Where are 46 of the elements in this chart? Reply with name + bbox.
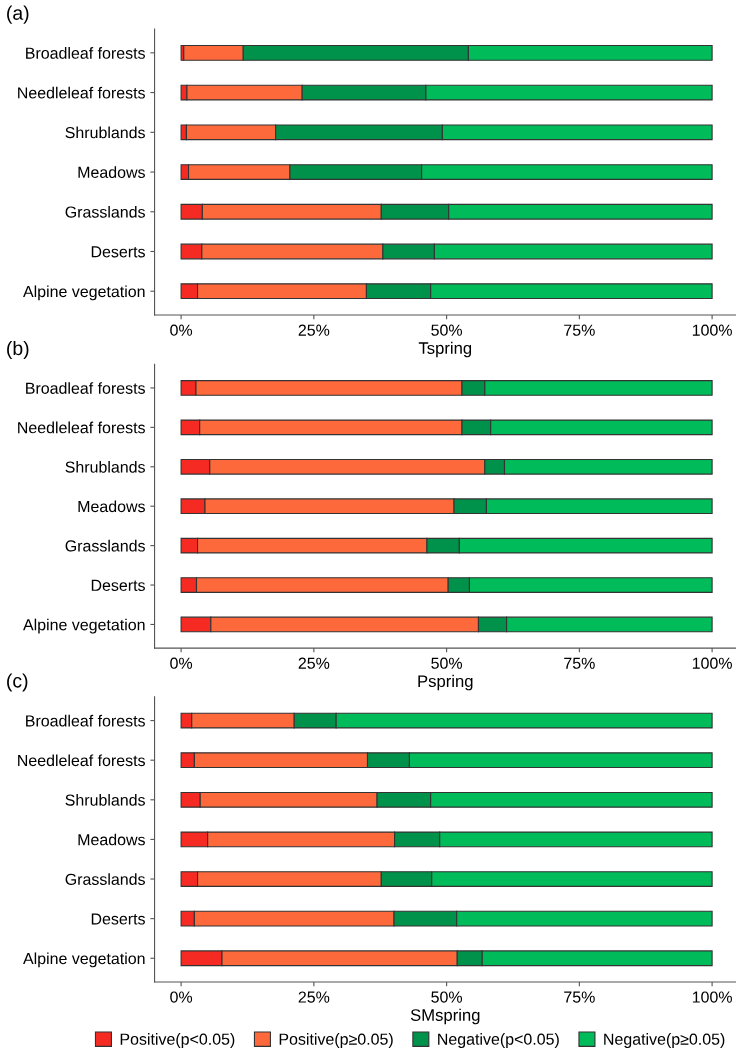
chart-title: (a) <box>7 5 29 24</box>
legend-label: Positive(p≥0.05) <box>279 1033 393 1048</box>
y-tick-label: Needleleaf forests <box>18 86 145 99</box>
y-tick-label: Broadleaf forests <box>26 714 145 727</box>
y-tick-label: Meadows <box>78 500 145 513</box>
y-tick-label: Deserts <box>91 246 145 258</box>
x-tick-label: 25% <box>298 324 330 336</box>
y-tick-label: Broadleaf forests <box>26 382 145 394</box>
y-tick-label: Grasslands <box>65 539 145 552</box>
x-axis-title: Pspring <box>418 674 473 691</box>
legend-label: Positive(p<0.05) <box>120 1033 235 1048</box>
x-tick-label: 0% <box>170 991 193 1003</box>
chart-title: (c) <box>7 673 28 692</box>
x-tick-label: 100% <box>692 657 732 669</box>
x-tick-label: 0% <box>170 324 193 336</box>
x-tick-label: 50% <box>431 324 463 336</box>
chart-title: (b) <box>7 340 29 359</box>
x-tick-label: 0% <box>170 657 193 669</box>
x-tick-label: 50% <box>431 991 463 1003</box>
y-tick-label: Deserts <box>91 579 145 591</box>
x-tick-label: 25% <box>298 657 330 669</box>
x-tick-label: 100% <box>692 324 732 336</box>
legend-label: Negative(p<0.05) <box>438 1033 559 1048</box>
y-tick-label: Alpine vegetation <box>23 952 145 968</box>
legend-label: Negative(p≥0.05) <box>604 1033 725 1048</box>
x-tick-label: 75% <box>564 657 595 669</box>
y-tick-label: Meadows <box>78 833 145 846</box>
y-tick-label: Shrublands <box>65 461 145 473</box>
x-axis-title: SMspring <box>410 1008 480 1025</box>
x-tick-label: 25% <box>298 991 330 1003</box>
x-tick-label: 75% <box>564 991 595 1003</box>
y-tick-label: Meadows <box>78 166 145 178</box>
y-tick-label: Deserts <box>91 913 145 925</box>
y-tick-label: Shrublands <box>65 126 145 139</box>
x-axis-title: Tspring <box>418 341 472 358</box>
y-tick-label: Alpine vegetation <box>23 285 145 301</box>
y-tick-label: Shrublands <box>65 794 145 806</box>
x-tick-label: 75% <box>564 324 595 336</box>
y-tick-label: Broadleaf forests <box>26 47 145 59</box>
y-tick-label: Grasslands <box>65 873 145 885</box>
x-tick-label: 100% <box>692 991 732 1003</box>
y-tick-label: Needleleaf forests <box>18 754 145 767</box>
x-tick-label: 50% <box>431 657 463 669</box>
y-tick-label: Alpine vegetation <box>23 618 145 634</box>
y-tick-label: Needleleaf forests <box>18 421 145 434</box>
y-tick-label: Grasslands <box>65 205 145 218</box>
